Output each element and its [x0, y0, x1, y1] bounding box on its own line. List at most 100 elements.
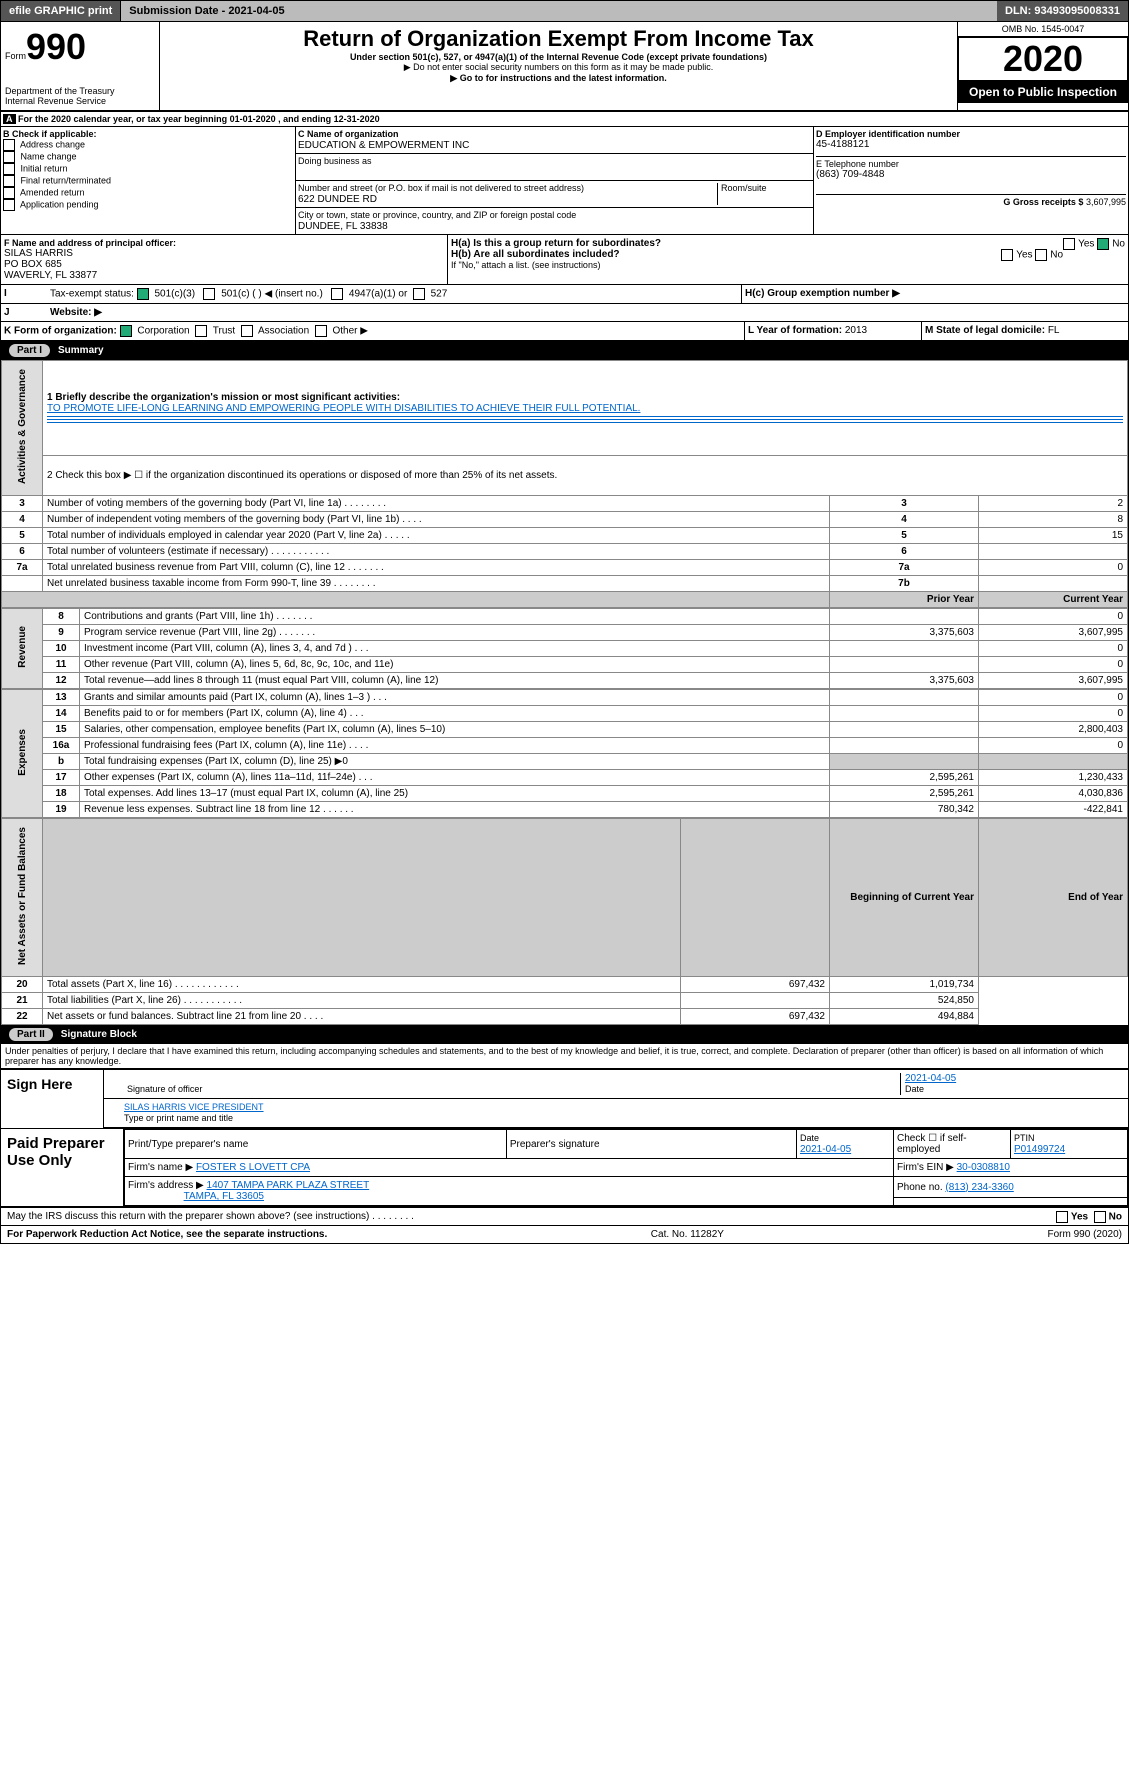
paid-prep: Paid Preparer Use Only [1, 1129, 124, 1206]
faddr-lbl: Firm's address ▶ [128, 1180, 204, 1191]
prep-date: 2021-04-05 [800, 1144, 851, 1155]
city-lbl: City or town, state or province, country… [298, 210, 576, 220]
b-check[interactable] [3, 175, 15, 187]
form-990: 990 [26, 26, 86, 67]
hb-no[interactable] [1035, 249, 1047, 261]
i-lbl: Tax-exempt status: [50, 289, 134, 300]
mission: TO PROMOTE LIFE-LONG LEARNING AND EMPOWE… [47, 403, 640, 414]
firm-name: FOSTER S LOVETT CPA [196, 1162, 310, 1173]
g-lbl: G Gross receipts $ [1003, 197, 1083, 207]
efile-btn[interactable]: efile GRAPHIC print [1, 1, 120, 21]
pra: For Paperwork Reduction Act Notice, see … [7, 1229, 327, 1240]
hc: H(c) Group exemption number ▶ [745, 288, 900, 299]
ph-b: Preparer's signature [506, 1130, 796, 1159]
dln: DLN: 93493095008331 [997, 1, 1128, 21]
addr-lbl: Number and street (or P.O. box if mail i… [298, 183, 584, 193]
discuss-no[interactable] [1094, 1211, 1106, 1223]
website: Website: ▶ [47, 304, 105, 321]
faddr2: TAMPA, FL 33605 [184, 1191, 264, 1202]
b-check[interactable] [3, 187, 15, 199]
tax-year: 2020 [958, 37, 1128, 81]
ey-hdr: End of Year [979, 819, 1128, 977]
b-check[interactable] [3, 151, 15, 163]
open-inspect: Open to Public Inspection [958, 81, 1128, 103]
box-B: B Check if applicable: Address change Na… [1, 127, 296, 234]
line-A: A For the 2020 calendar year, or tax yea… [1, 112, 1128, 127]
tab-na: Net Assets or Fund Balances [17, 821, 28, 971]
k-corp[interactable] [120, 325, 132, 337]
yr-form: 2013 [845, 325, 867, 336]
form-foot: Form 990 (2020) [1048, 1229, 1122, 1240]
b-check[interactable] [3, 139, 15, 151]
subtitle: Under section 501(c), 527, or 4947(a)(1)… [164, 52, 953, 62]
f-lbl: F Name and address of principal officer: [4, 238, 444, 248]
form-word: Form [5, 51, 26, 61]
dept: Department of the Treasury [5, 86, 155, 96]
l-lbl: L Year of formation: [748, 325, 842, 336]
k-assoc[interactable] [241, 325, 253, 337]
org-name: EDUCATION & EMPOWERMENT INC [298, 140, 469, 151]
omb: OMB No. 1545-0047 [958, 22, 1128, 37]
discuss-q: May the IRS discuss this return with the… [7, 1211, 414, 1222]
ein: 45-4188121 [816, 139, 1126, 150]
py-hdr: Prior Year [830, 592, 979, 608]
summary-table: Activities & Governance 1 Briefly descri… [1, 360, 1128, 608]
phone: (863) 709-4848 [816, 169, 1126, 180]
part1-bar: Part ISummary [1, 341, 1128, 360]
officer-name: SILAS HARRIS [4, 248, 444, 259]
cy-hdr: Current Year [979, 592, 1128, 608]
q2: 2 Check this box ▶ ☐ if the organization… [43, 456, 1128, 496]
gross: 3,607,995 [1086, 197, 1126, 207]
hb: H(b) Are all subordinates included? [451, 249, 620, 260]
ph-a: Print/Type preparer's name [125, 1130, 507, 1159]
d-lbl: D Employer identification number [816, 129, 1126, 139]
domicile: FL [1048, 325, 1060, 336]
by-hdr: Beginning of Current Year [830, 819, 979, 977]
cat-no: Cat. No. 11282Y [651, 1229, 724, 1240]
discuss-yes[interactable] [1056, 1211, 1068, 1223]
ph-c: Date [800, 1133, 819, 1143]
i-4947[interactable] [331, 288, 343, 300]
declaration: Under penalties of perjury, I declare th… [1, 1044, 1128, 1068]
submission-date: Submission Date - 2021-04-05 [120, 1, 292, 21]
i-501c3[interactable] [137, 288, 149, 300]
ha-no[interactable] [1097, 238, 1109, 250]
sign-here: Sign Here [1, 1070, 104, 1128]
ph-d[interactable]: Check ☐ if self-employed [894, 1130, 1011, 1159]
part2-bar: Part IISignature Block [1, 1025, 1128, 1044]
i-501c[interactable] [203, 288, 215, 300]
ha: H(a) Is this a group return for subordin… [451, 238, 661, 249]
b-check[interactable] [3, 163, 15, 175]
h-note: If "No," attach a list. (see instruction… [451, 260, 1125, 270]
hb-yes[interactable] [1001, 249, 1013, 261]
ph-e: PTIN [1014, 1133, 1035, 1143]
tab-ag: Activities & Governance [17, 363, 28, 490]
sig-date: 2021-04-05 [905, 1073, 956, 1084]
officer-a2: WAVERLY, FL 33877 [4, 270, 444, 281]
topbar: efile GRAPHIC print Submission Date - 20… [1, 1, 1128, 22]
e-lbl: E Telephone number [816, 156, 1126, 169]
firm-lbl: Firm's name ▶ [128, 1162, 193, 1173]
b-check[interactable] [3, 199, 15, 211]
officer-a1: PO BOX 685 [4, 259, 444, 270]
ha-yes[interactable] [1063, 238, 1075, 250]
org-addr: 622 DUNDEE RD [298, 194, 377, 205]
k-trust[interactable] [195, 325, 207, 337]
c-name-lbl: C Name of organization [298, 129, 399, 139]
org-city: DUNDEE, FL 33838 [298, 221, 388, 232]
ssn-warn: ▶ Do not enter social security numbers o… [164, 62, 953, 73]
k-lbl: K Form of organization: [4, 326, 117, 337]
fphone: (813) 234-3360 [945, 1182, 1013, 1193]
k-other[interactable] [315, 325, 327, 337]
i-527[interactable] [413, 288, 425, 300]
dba: Doing business as [298, 156, 372, 166]
sig-off-lbl: Signature of officer [127, 1084, 202, 1094]
officer-sig-name: SILAS HARRIS VICE PRESIDENT [124, 1102, 264, 1112]
faddr: 1407 TAMPA PARK PLAZA STREET [207, 1180, 370, 1191]
goto-pre: ▶ Go to [450, 73, 485, 83]
m-lbl: M State of legal domicile: [925, 325, 1045, 336]
goto-post: for instructions and the latest informat… [486, 73, 667, 83]
q1: 1 Briefly describe the organization's mi… [47, 392, 400, 403]
fein: 30-0308810 [957, 1162, 1010, 1173]
fphone-lbl: Phone no. [897, 1182, 943, 1193]
